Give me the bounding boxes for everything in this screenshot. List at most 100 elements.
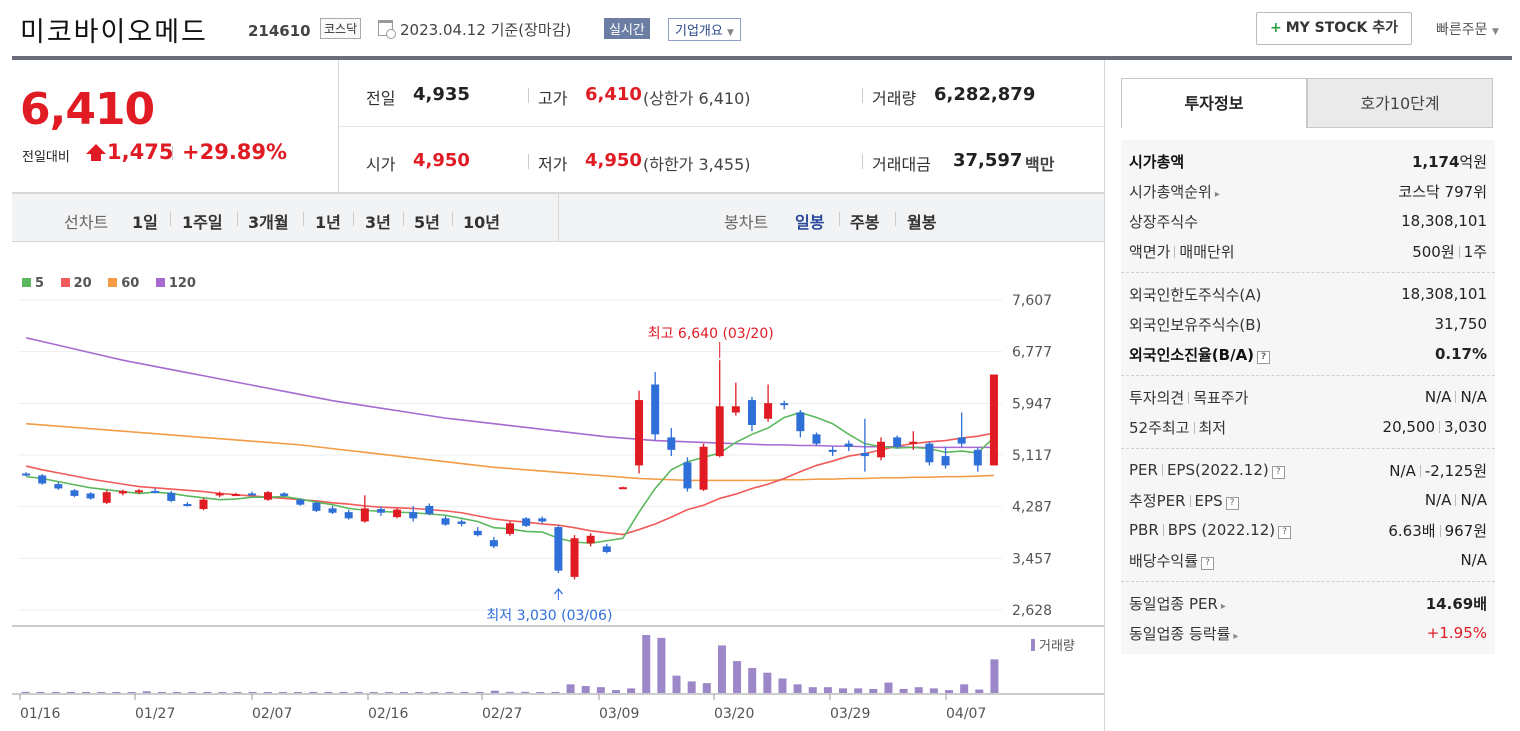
x-tick-label: 03/29 bbox=[830, 706, 870, 722]
realtime-button[interactable]: 실시간 bbox=[604, 18, 650, 39]
volume-bar bbox=[127, 692, 136, 693]
volume-bar bbox=[36, 692, 45, 693]
candle-body bbox=[312, 502, 321, 511]
volume-bar bbox=[536, 692, 545, 693]
opinion-label: 투자의견 bbox=[1129, 388, 1185, 407]
industry-change-link[interactable]: 동일업종 등락률 ▸ bbox=[1129, 624, 1239, 643]
candlestick-chart[interactable]: 7,607 6,777 5,947 5,117 4,287 3,457 2,628 최고 6,… bbox=[12, 288, 1104, 731]
market-cap-rank-value: 코스닥 797위 bbox=[1398, 182, 1487, 201]
tab-orderbook[interactable]: 호가10단계 bbox=[1307, 78, 1493, 128]
divider bbox=[170, 212, 171, 226]
listed-shares-label: 상장주식수 bbox=[1129, 212, 1199, 231]
industry-per-link[interactable]: 동일업종 PER ▸ bbox=[1129, 594, 1226, 613]
candle-monthly[interactable]: 월봉 bbox=[907, 213, 937, 232]
foreign-limit-value: 18,308,101 bbox=[1401, 285, 1487, 303]
volume-bar bbox=[596, 687, 605, 693]
y-tick-label: 5,947 bbox=[1012, 396, 1052, 412]
candle-body bbox=[489, 540, 498, 547]
amount-label: 거래대금 bbox=[872, 155, 931, 174]
bps-value: 967원 bbox=[1444, 521, 1487, 540]
calendar-clock-icon bbox=[378, 20, 396, 39]
help-icon[interactable]: ? bbox=[1278, 526, 1292, 539]
candle-body bbox=[860, 452, 869, 457]
period-1d[interactable]: 1일 bbox=[132, 213, 158, 232]
volume-value: 6,282,879 bbox=[934, 84, 1036, 105]
info-row: 외국인한도주식수(A) 18,308,101 bbox=[1129, 279, 1487, 309]
info-row: 동일업종 PER ▸ 14.69배 bbox=[1129, 588, 1487, 618]
candle-body bbox=[957, 437, 966, 444]
candle-body bbox=[457, 521, 466, 524]
x-tick-label: 02/16 bbox=[368, 706, 408, 722]
period-3y[interactable]: 3년 bbox=[365, 213, 391, 232]
info-row: 배당수익률? N/A bbox=[1129, 545, 1487, 575]
candle-body bbox=[409, 512, 418, 519]
period-1w[interactable]: 1주일 bbox=[182, 213, 223, 232]
y-tick-label: 3,457 bbox=[1012, 551, 1052, 567]
pbr-label: PBR bbox=[1129, 521, 1159, 539]
candle-body bbox=[393, 509, 402, 518]
volume-bar bbox=[460, 692, 469, 693]
candle-body bbox=[134, 490, 143, 493]
period-1y[interactable]: 1년 bbox=[315, 213, 341, 232]
candle-body bbox=[893, 437, 902, 447]
period-3m[interactable]: 3개월 bbox=[248, 213, 289, 232]
candle-body bbox=[909, 441, 918, 444]
tab-invest-info[interactable]: 투자정보 bbox=[1121, 78, 1307, 128]
market-cap-rank-link[interactable]: 시가총액순위 ▸ bbox=[1129, 182, 1220, 201]
volume-bar bbox=[142, 691, 151, 693]
period-10y[interactable]: 10년 bbox=[463, 213, 500, 232]
candle-weekly[interactable]: 주봉 bbox=[850, 213, 880, 232]
volume-bar bbox=[702, 683, 711, 693]
volume-bar bbox=[369, 692, 378, 693]
volume-bar bbox=[748, 668, 757, 693]
x-tick-label: 04/07 bbox=[946, 706, 986, 722]
candle-body bbox=[683, 462, 692, 489]
mystock-label: MY STOCK 추가 bbox=[1285, 20, 1398, 36]
x-tick-label: 01/27 bbox=[135, 706, 175, 722]
divider bbox=[862, 88, 863, 103]
volume-bar bbox=[914, 687, 923, 693]
candle-body bbox=[554, 527, 563, 571]
volume-bar bbox=[445, 692, 454, 693]
listed-shares-value: 18,308,101 bbox=[1401, 212, 1487, 230]
volume-bar bbox=[899, 688, 908, 693]
candle-body bbox=[183, 504, 192, 507]
candle-daily[interactable]: 일봉 bbox=[795, 213, 825, 232]
candle-body bbox=[973, 449, 982, 466]
volume-bar bbox=[354, 692, 363, 693]
y-tick-label: 6,777 bbox=[1012, 345, 1052, 361]
volume-bar bbox=[188, 692, 197, 693]
volume-bar bbox=[763, 672, 772, 693]
help-icon[interactable]: ? bbox=[1271, 466, 1285, 479]
ma20-line bbox=[25, 432, 995, 536]
volume-bar bbox=[324, 692, 333, 693]
help-icon[interactable]: ? bbox=[1225, 496, 1239, 510]
volume-bar bbox=[157, 692, 166, 693]
market-cap-value: 1,174 bbox=[1411, 152, 1460, 171]
help-icon[interactable]: ? bbox=[1201, 556, 1215, 570]
mystock-add-button[interactable]: + MY STOCK 추가 bbox=[1256, 12, 1412, 45]
info-row: 외국인보유주식수(B) 31,750 bbox=[1129, 309, 1487, 339]
info-row: 투자의견 목표주가 N/A N/A bbox=[1129, 382, 1487, 412]
high-label: 고가 bbox=[538, 89, 568, 108]
change-value: 1,475 bbox=[107, 140, 174, 164]
period-5y[interactable]: 5년 bbox=[414, 213, 440, 232]
candle-body bbox=[280, 493, 289, 496]
volume-bar bbox=[551, 692, 560, 693]
line-chart-label: 선차트 bbox=[64, 213, 109, 232]
x-tick-label: 03/20 bbox=[714, 706, 754, 722]
current-price: 6,410 bbox=[20, 84, 155, 135]
candle-body bbox=[877, 441, 886, 458]
y-tick-label: 2,628 bbox=[1012, 603, 1052, 619]
help-icon[interactable]: ? bbox=[1257, 350, 1271, 364]
chevron-down-icon: ▼ bbox=[726, 28, 734, 38]
candle-body bbox=[602, 546, 611, 552]
company-info-dropdown[interactable]: 기업개요 ▼ bbox=[668, 18, 741, 41]
volume-bar bbox=[611, 690, 620, 693]
divider bbox=[528, 88, 529, 103]
quick-order-dropdown[interactable]: 빠른주문 ▼ bbox=[1436, 19, 1499, 39]
est-per-value: N/A bbox=[1424, 491, 1452, 509]
eps-value: -2,125원 bbox=[1424, 461, 1487, 480]
high-annotation: 최고 6,640 (03/20) bbox=[648, 326, 774, 342]
x-tick-label: 03/09 bbox=[599, 706, 639, 722]
